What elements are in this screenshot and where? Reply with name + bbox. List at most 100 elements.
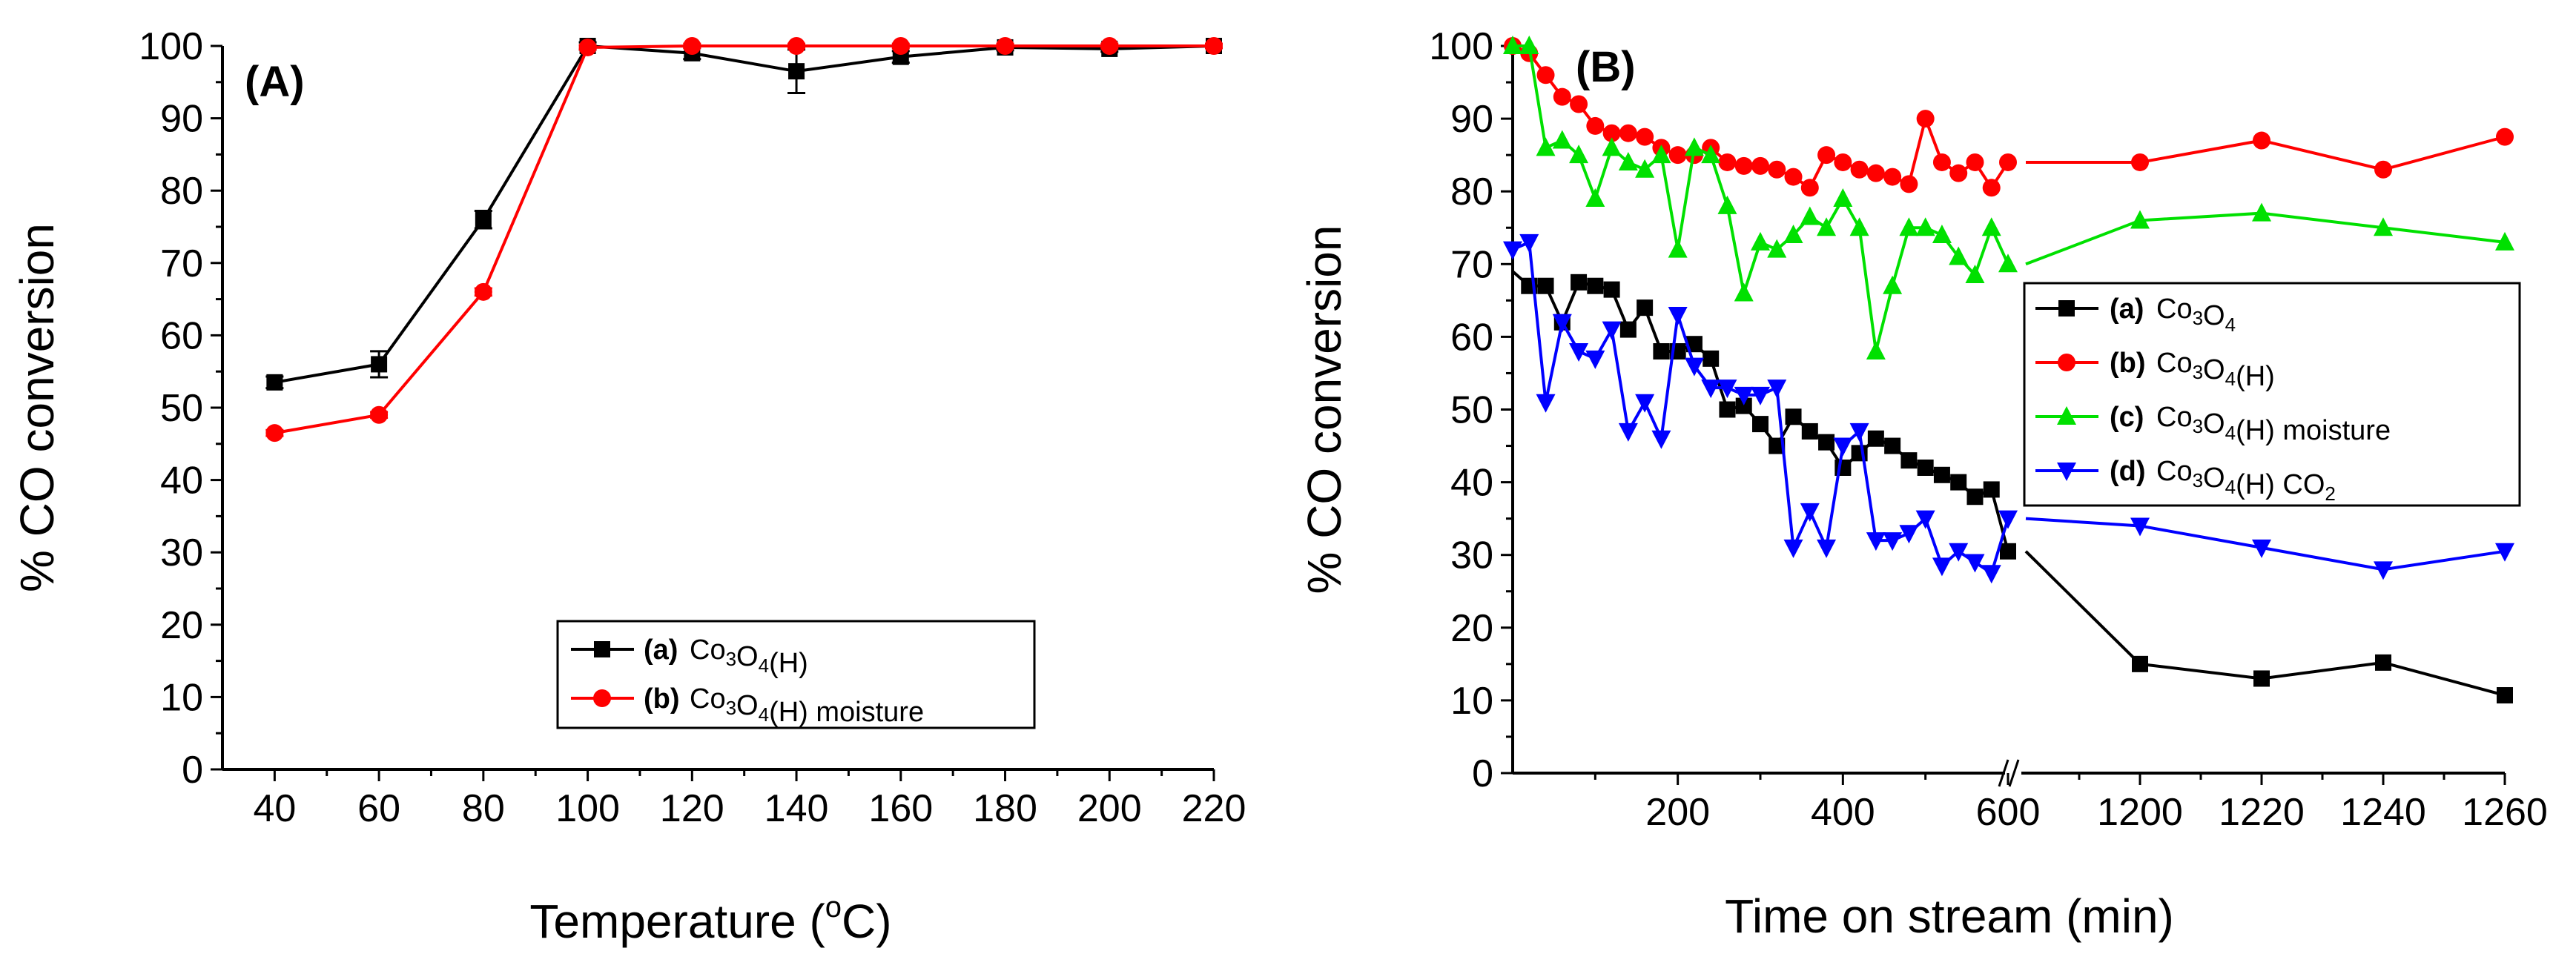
- y-tick-label: 10: [1450, 680, 1493, 723]
- data-point: [1867, 430, 1884, 447]
- data-point: [1850, 160, 1869, 179]
- data-point: [1883, 532, 1903, 551]
- data-point: [1932, 153, 1951, 171]
- data-point: [1783, 539, 1803, 558]
- data-point: [1784, 168, 1803, 186]
- data-point: [1602, 124, 1621, 142]
- legend-swatch-marker: [593, 689, 611, 707]
- data-point: [891, 37, 910, 55]
- data-point: [1834, 153, 1852, 171]
- data-point: [1767, 239, 1787, 258]
- data-point: [2374, 217, 2393, 236]
- y-tick-label: 40: [1450, 462, 1493, 505]
- data-point: [1503, 36, 1522, 54]
- data-point: [1768, 437, 1786, 454]
- data-point: [1801, 422, 1818, 440]
- data-point: [1752, 416, 1768, 433]
- series-line: [274, 44, 1215, 384]
- x-tick-label: 1200: [2097, 791, 2183, 834]
- data-point: [1668, 306, 1688, 325]
- data-point: [1800, 503, 1820, 522]
- data-point: [370, 405, 389, 424]
- data-point: [1817, 146, 1836, 165]
- data-point: [1585, 188, 1605, 208]
- data-point: [1884, 437, 1901, 454]
- data-point: [1536, 137, 1556, 156]
- series-line: [1513, 44, 2009, 352]
- data-point: [1734, 282, 1754, 302]
- data-point: [1519, 36, 1539, 54]
- legend-label: Co3O4: [2156, 294, 2236, 336]
- data-point: [1701, 145, 1721, 164]
- panel-label-b: (B): [1576, 43, 1636, 91]
- data-point: [996, 37, 1014, 55]
- legend-a: (a) Co3O4(H) (b) Co3O4(H) moisture: [556, 620, 1036, 729]
- data-point: [1883, 275, 1903, 294]
- data-point: [1900, 452, 1918, 469]
- data-point: [1586, 116, 1605, 135]
- data-point: [1817, 539, 1837, 558]
- data-point: [1949, 246, 1969, 265]
- data-point: [1866, 164, 1885, 182]
- data-point: [578, 38, 597, 56]
- y-tick-label: 0: [182, 749, 203, 792]
- data-point: [2495, 231, 2514, 251]
- data-point: [1966, 153, 1984, 171]
- legend-swatch-marker: [2058, 300, 2075, 317]
- data-point: [787, 37, 806, 55]
- legend-label: Co3O4(H): [2156, 348, 2275, 392]
- data-point: [2253, 670, 2270, 687]
- data-point: [1751, 386, 1770, 405]
- x-tick-label: 160: [868, 787, 933, 830]
- data-point: [1785, 408, 1802, 425]
- panel-a: 0 10 20 30 40 50 60 70 80 90 100 40 60 80 100 120 140 160…: [10, 25, 1246, 948]
- x-tick-label: 120: [660, 787, 724, 830]
- data-point: [1917, 459, 1934, 476]
- legend-prefix: (b): [2110, 348, 2146, 379]
- series-line: [1512, 239, 2009, 576]
- data-point: [1569, 343, 1589, 362]
- data-point: [1734, 156, 1753, 175]
- x-tick-label: 140: [764, 787, 829, 830]
- x-tick-label: 600: [1976, 791, 2041, 834]
- legend-prefix: (a): [2110, 294, 2144, 325]
- series-line: [274, 44, 1214, 435]
- data-point: [1783, 225, 1803, 244]
- data-point: [1668, 239, 1688, 258]
- data-point: [1717, 380, 1737, 399]
- data-point: [1983, 481, 2000, 498]
- data-point: [1767, 380, 1787, 399]
- data-point: [1965, 554, 1985, 573]
- data-point: [1618, 151, 1638, 170]
- data-point: [371, 356, 388, 373]
- legend-label: Co3O4(H) moisture: [2156, 402, 2391, 446]
- data-point: [1536, 394, 1556, 413]
- data-point: [2253, 131, 2270, 150]
- data-point: [1949, 543, 1969, 562]
- data-point: [1734, 386, 1754, 405]
- data-point: [1571, 274, 1588, 291]
- legend-swatch-marker: [2057, 463, 2076, 481]
- data-point: [683, 37, 701, 55]
- x-tick-label: 1260: [2462, 791, 2548, 834]
- legend-prefix: (d): [2110, 456, 2146, 487]
- data-point: [1603, 281, 1620, 298]
- axis-break-mark: [2008, 759, 2020, 787]
- legend-box: [2023, 282, 2521, 507]
- data-point: [1866, 532, 1886, 551]
- data-point: [1619, 321, 1637, 338]
- y-tick-label: 20: [1450, 607, 1493, 650]
- data-point: [1701, 380, 1721, 399]
- y-tick-label: 60: [1450, 316, 1493, 359]
- data-point: [1950, 474, 1967, 491]
- data-point: [1817, 217, 1837, 236]
- legend-prefix: (c): [2110, 402, 2144, 433]
- data-point: [1981, 565, 2001, 584]
- data-point: [1751, 156, 1769, 175]
- y-axis-title: % CO conversion: [1298, 225, 1351, 594]
- y-tick-label: 50: [160, 387, 203, 430]
- y-tick-label: 80: [1450, 170, 1493, 213]
- data-point: [475, 211, 492, 228]
- data-point: [1651, 430, 1671, 449]
- data-point: [1519, 233, 1539, 253]
